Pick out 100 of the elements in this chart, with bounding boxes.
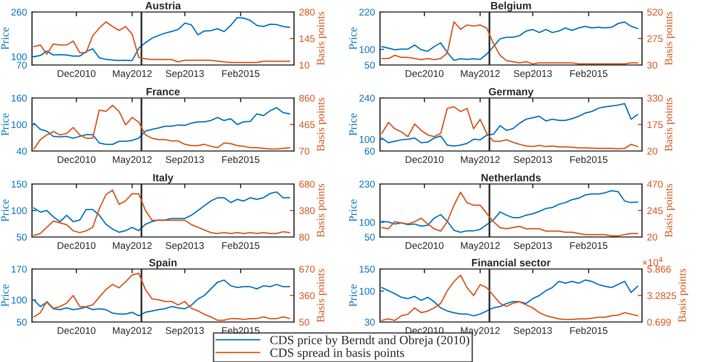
x-tick-label: May2012 xyxy=(112,327,152,336)
y2-tick-label: 465 xyxy=(299,121,315,128)
y-tick-label: 100 xyxy=(12,53,27,60)
y-axis-title: Price xyxy=(349,113,357,136)
x-tick-label: Dec2010 xyxy=(58,156,96,163)
x-tick-label: Feb2015 xyxy=(570,156,608,163)
y2-tick-label: 275 xyxy=(647,35,663,42)
y-tick-label: 40 xyxy=(16,148,27,155)
x-tick-label: Feb2015 xyxy=(570,242,608,249)
y-tick-label: 100 xyxy=(12,207,27,214)
y-tick-label: 60 xyxy=(364,148,375,155)
y2-tick-label: 145 xyxy=(300,35,315,42)
y-tick-label: 260 xyxy=(11,8,27,16)
y2-tick-label: 860 xyxy=(299,94,315,102)
x-tick-label: Sep2013 xyxy=(166,70,204,79)
chart-title: Belgium xyxy=(491,2,531,12)
y-tick-label: 100 xyxy=(12,121,27,128)
y2-tick-label: 520 xyxy=(647,8,663,16)
text: ×10$^{4}$ xyxy=(642,257,663,266)
y2-axis-title: Basis points xyxy=(316,184,327,238)
chart-title: Financial sector xyxy=(472,258,550,266)
x-tick-label: May2012 xyxy=(112,156,152,165)
x-tick-label: Dec2010 xyxy=(58,327,96,334)
y2-tick-label: 380 xyxy=(299,207,315,214)
x-tick-label: Sep2013 xyxy=(514,156,552,165)
y2-axis-title: Basis points xyxy=(664,184,675,238)
chart-title: Austria xyxy=(145,2,182,10)
y-tick-label: 100 xyxy=(12,296,27,304)
y-tick-label: 50 xyxy=(364,234,375,241)
y2-tick-label: 80 xyxy=(299,234,310,241)
y-tick-label: 170 xyxy=(12,266,27,273)
y-tick-label: 50 xyxy=(16,234,27,241)
x-tick-label: Sep2013 xyxy=(514,327,552,336)
y-tick-label: 100 xyxy=(360,288,375,295)
y-tick-label: 150 xyxy=(12,180,27,188)
y2-tick-label: 680 xyxy=(299,180,315,188)
x-tick-label: Dec2010 xyxy=(58,70,96,77)
y2-tick-label: 20 xyxy=(647,148,658,155)
y-tick-label: 100 xyxy=(360,219,375,226)
x-tick-label: May2012 xyxy=(112,70,152,79)
y-axis-title: Price xyxy=(1,113,9,136)
y2-tick-label: 5.866 xyxy=(647,266,671,273)
y2-tick-label: 330 xyxy=(647,94,663,102)
x-tick-label: Feb2015 xyxy=(222,70,260,77)
y2-tick-label: 30 xyxy=(647,62,658,69)
x-tick-label: Feb2015 xyxy=(222,156,260,163)
y-tick-label: 160 xyxy=(12,94,27,102)
x-tick-label: Dec2010 xyxy=(58,242,96,249)
y2-tick-label: 670 xyxy=(299,266,315,273)
y-tick-label: 50 xyxy=(364,62,375,69)
y2-axis-title: Basis points xyxy=(678,268,688,322)
y2-axis-title: Basis points xyxy=(664,98,675,152)
y-tick-label: 100 xyxy=(360,46,375,54)
y2-tick-label: 70 xyxy=(299,148,310,155)
x-tick-label: Dec2010 xyxy=(406,242,444,249)
y-tick-label: 50 xyxy=(16,318,27,326)
y2-axis-title: Basis points xyxy=(316,268,327,322)
legend-label: CDS spread in basis points xyxy=(270,348,404,360)
y-axis-title: Price xyxy=(1,284,9,307)
y-tick-label: 30 xyxy=(364,318,375,326)
x-tick-label: Sep2013 xyxy=(166,242,204,251)
x-tick-label: May2012 xyxy=(460,70,500,79)
x-tick-label: Feb2015 xyxy=(222,242,260,249)
x-tick-label: Dec2010 xyxy=(406,70,444,77)
y2-tick-label: 470 xyxy=(647,180,663,188)
y-tick-label: 220 xyxy=(359,8,375,16)
x-tick-label: May2012 xyxy=(112,242,152,251)
x-tick-label: Sep2013 xyxy=(166,156,204,165)
x-tick-label: Sep2013 xyxy=(166,327,204,336)
y2-tick-label: 50 xyxy=(299,318,310,326)
chart-title: Netherlands xyxy=(482,174,541,182)
y2-tick-label: 20 xyxy=(647,234,658,241)
x-tick-label: Feb2015 xyxy=(570,326,608,334)
y-axis-title: Price xyxy=(349,284,357,307)
y-tick-label: 100 xyxy=(360,136,375,143)
y2-tick-label: 360 xyxy=(299,292,315,300)
legend-label: CDS price by Berndt and Obreja (2010) xyxy=(270,335,470,347)
y2-tick-label: 10 xyxy=(300,62,310,69)
chart-title: France xyxy=(146,88,180,96)
y2-axis-title: Basis points xyxy=(316,12,327,66)
x-tick-label: Sep2013 xyxy=(514,70,552,79)
x-tick-label: May2012 xyxy=(460,242,500,251)
y2-tick-label: 245 xyxy=(647,207,663,214)
y2-axis-title: Basis points xyxy=(664,12,675,66)
y-axis-title: Price xyxy=(1,27,9,50)
x-tick-label: Dec2010 xyxy=(406,156,444,163)
y2-tick-label: 3.2825 xyxy=(647,292,676,300)
y-tick-label: 70 xyxy=(16,62,27,69)
y-axis-title: Price xyxy=(349,27,357,50)
y-axis-title: Price xyxy=(349,199,357,222)
y-axis-title: Price xyxy=(1,199,9,222)
y-tick-label: 240 xyxy=(359,94,375,102)
x-tick-label: Feb2015 xyxy=(570,70,608,77)
x-tick-label: Feb2015 xyxy=(222,326,260,334)
y2-tick-label: 175 xyxy=(648,121,663,128)
y-tick-label: 150 xyxy=(360,266,375,273)
x-tick-label: Sep2013 xyxy=(514,242,552,251)
y2-tick-label: 0.699 xyxy=(647,318,671,326)
chart-title: Italy xyxy=(153,174,174,184)
x-tick-label: May2012 xyxy=(460,327,500,336)
